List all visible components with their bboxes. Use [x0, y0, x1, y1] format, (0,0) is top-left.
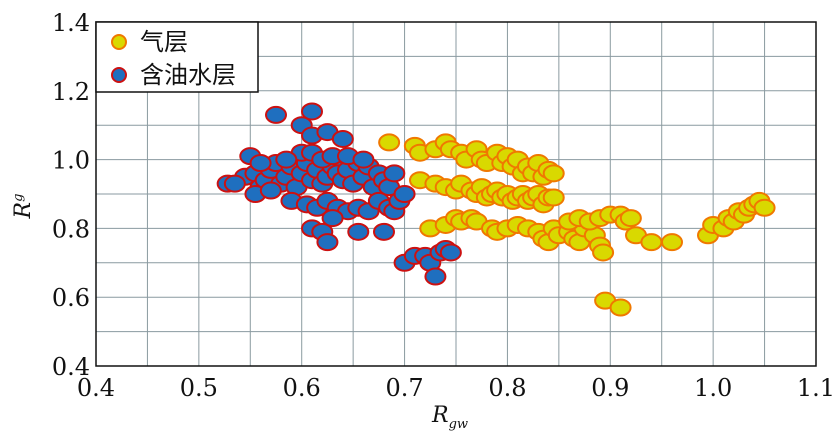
legend-label-oil-water: 含油水层 — [140, 61, 236, 89]
data-point — [592, 243, 615, 262]
data-point — [753, 198, 776, 217]
y-axis-label-main: R — [11, 202, 36, 220]
data-point — [393, 185, 416, 203]
legend-label-gas: 气层 — [140, 28, 188, 56]
plot-frame — [95, 21, 817, 367]
data-point — [275, 150, 298, 169]
x-axis-label-sub: gw — [449, 417, 468, 432]
x-tick-label: 1.1 — [797, 374, 833, 402]
y-tick-label: 0.4 — [52, 353, 90, 381]
x-tick-label: 0.7 — [385, 374, 423, 402]
data-point — [609, 298, 632, 317]
legend-item-oil-water: 含油水层 — [111, 61, 236, 89]
series-0 — [378, 133, 776, 317]
data-point — [640, 233, 663, 252]
x-axis-label: Rgw — [431, 403, 468, 432]
x-tick-label: 0.4 — [77, 374, 115, 402]
x-tick-label: 0.6 — [283, 374, 321, 402]
data-point — [661, 233, 683, 252]
x-tick-label: 0.8 — [488, 374, 526, 402]
data-point — [383, 164, 406, 183]
data-point — [316, 233, 339, 252]
data-point — [347, 222, 370, 241]
data-point — [249, 154, 272, 173]
x-tick-label: 1.0 — [694, 374, 732, 402]
data-point — [619, 209, 642, 228]
data-point — [352, 150, 375, 169]
x-axis-label-main: R — [431, 403, 449, 428]
data-point — [223, 174, 246, 193]
y-axis-label-sub: g — [11, 194, 26, 202]
data-point — [265, 105, 287, 124]
legend-marker-gas-icon — [111, 34, 127, 50]
legend-marker-oil-water-icon — [111, 67, 127, 83]
data-point — [331, 129, 354, 148]
data-point — [321, 209, 344, 228]
data-point — [259, 181, 282, 200]
data-point — [424, 267, 447, 286]
y-tick-label: 1.2 — [52, 78, 90, 106]
data-point — [373, 222, 395, 241]
y-tick-label: 0.6 — [52, 284, 90, 312]
data-point — [439, 243, 462, 262]
legend: 气层 含油水层 — [95, 21, 259, 93]
y-tick-label: 0.8 — [52, 215, 90, 243]
x-tick-label: 0.9 — [591, 374, 629, 402]
data-points — [216, 102, 776, 317]
y-tick-label: 1.0 — [52, 147, 90, 175]
legend-item-gas: 气层 — [111, 28, 188, 56]
data-point — [542, 188, 565, 207]
x-tick-label: 0.5 — [180, 374, 218, 402]
data-point — [542, 164, 565, 183]
data-point — [301, 102, 323, 121]
y-tick-label: 1.4 — [52, 9, 90, 37]
data-point — [378, 133, 401, 152]
y-axis-label: Rg — [11, 194, 36, 220]
tick-labels: 0.4 0.5 0.6 0.7 0.8 0.9 1.0 1.1 0.4 0.6 0.8 1.0 1.2 1… — [52, 9, 833, 402]
series-1 — [216, 102, 462, 286]
